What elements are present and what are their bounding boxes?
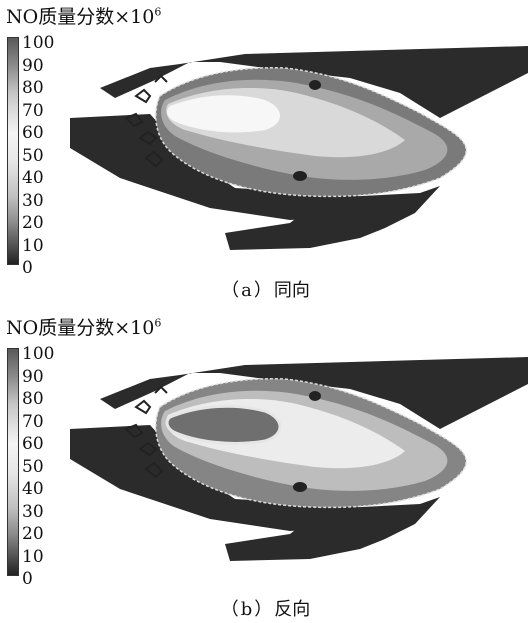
tick-label: 40 [22,168,44,188]
tick-label: 10 [22,546,44,567]
caption-paren-close: ） [253,280,272,301]
caption-letter: a [241,280,252,301]
tick-label: 0 [22,258,33,278]
caption-paren-open: （ [220,599,239,620]
caption-letter: b [240,599,253,620]
caption-paren-open: （ [221,280,240,301]
tick-label: 60 [22,123,44,143]
title-exponent: 6 [154,5,162,19]
colorbar-title: NO质量分数×106 [6,6,161,28]
dilution-port-top [309,80,321,90]
title-prefix: NO质量分数 [6,317,115,339]
tick-label: 80 [22,78,44,98]
title-multiply: × [114,6,131,28]
flow-field-core [167,95,280,133]
caption-paren-close: ） [254,599,273,620]
tick-label: 90 [22,55,44,76]
tick-label: 40 [22,479,44,499]
flow-field-core [165,404,282,445]
combustor-contour [70,357,528,561]
tick-label: 50 [22,456,44,477]
colorbar [7,37,19,265]
caption-name: 同向 [273,280,310,301]
injector-group [124,385,168,479]
panel-b: NO质量分数×106 100 90 80 70 60 50 40 30 20 1… [0,311,531,623]
tick-label: 100 [22,344,55,364]
caption-name: 反向 [274,599,311,620]
bottom-right-wall [225,497,440,561]
tick-label: 20 [22,213,44,233]
title-base: 10 [130,317,155,339]
tick-label: 0 [22,569,33,589]
colorbar-ticks: 100 90 80 70 60 50 40 30 20 10 0 [22,344,62,589]
colorbar-ticks: 100 90 80 70 60 50 40 30 20 10 0 [22,33,62,278]
title-base: 10 [130,6,155,28]
colorbar-title: NO质量分数×106 [6,317,161,339]
tick-label: 90 [22,366,44,387]
bottom-right-wall [225,186,440,250]
figure-caption: （b）反向 [0,599,531,621]
top-wall [100,357,528,429]
dilution-port-top [309,391,321,401]
tick-label: 70 [22,411,44,432]
dilution-port-bottom [293,482,307,492]
combustor-contour [70,46,528,250]
tick-label: 80 [22,389,44,409]
injector-group [124,74,168,168]
figure-caption: （a）同向 [0,280,531,302]
tick-label: 30 [22,501,44,522]
tick-label: 60 [22,434,44,454]
tick-label: 10 [22,235,44,256]
tick-label: 100 [22,33,55,53]
title-multiply: × [114,317,131,339]
dilution-port-bottom [293,171,307,181]
panel-a: NO质量分数×106 100 90 80 70 60 50 40 30 20 1… [0,0,531,311]
tick-label: 30 [22,190,44,211]
title-exponent: 6 [154,316,162,330]
colorbar [7,348,19,576]
tick-label: 70 [22,100,44,121]
title-prefix: NO质量分数 [6,6,115,28]
tick-label: 50 [22,145,44,166]
top-wall [100,46,528,118]
tick-label: 20 [22,524,44,544]
